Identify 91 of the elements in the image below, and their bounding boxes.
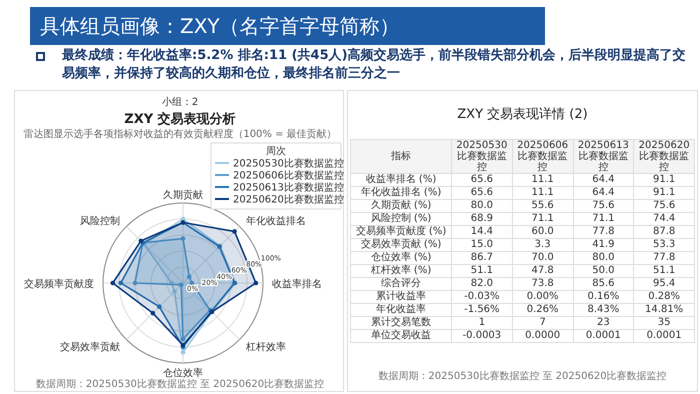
text: 20250530比赛数据监控: [452, 140, 512, 174]
data-label: 11.1: [512, 186, 573, 200]
data-label: 60.0: [512, 226, 573, 238]
category-label: 综合评分: [350, 278, 452, 290]
data-label: 74.4: [634, 212, 694, 226]
category-label: 交易频率贡献度 (%): [350, 226, 452, 238]
data-label: 3.3: [512, 238, 573, 252]
data-label: 47.8: [512, 264, 573, 278]
spoke-label: 年化收益排名: [246, 215, 306, 228]
data-label: 65.6: [452, 186, 512, 200]
data-label: 0.00%: [512, 290, 573, 304]
spoke-label: 交易频率贡献度: [24, 278, 94, 290]
data-label: 75.6: [573, 200, 634, 212]
data-label: 64.4: [573, 186, 634, 200]
category-label: 交易效率贡献 (%): [350, 238, 452, 252]
text: 小组：2: [162, 96, 198, 108]
text: 数据周期：20250530比赛数据监控 至 20250620比赛数据监控: [377, 370, 668, 383]
legend-title: 周次: [266, 146, 286, 157]
data-label: 0.0001: [634, 330, 694, 342]
data-label: 68.9: [452, 212, 512, 226]
category-label: 年化收益排名 (%): [350, 186, 452, 200]
data-label: 0.28%: [634, 290, 694, 304]
data-label: 0.0001: [573, 330, 634, 342]
data-label: 14.4: [452, 226, 512, 238]
data-label: -0.0003: [452, 330, 512, 342]
data-label: 75.6: [634, 200, 694, 212]
data-label: 50.0: [573, 264, 634, 278]
text: ZXY 交易表现详情 (2): [456, 106, 589, 123]
category-label: 风险控制 (%): [350, 212, 452, 226]
data-label: 77.8: [634, 252, 694, 264]
text: 指标: [350, 140, 452, 174]
data-label: 8.43%: [573, 304, 634, 316]
data-label: 41.9: [573, 238, 634, 252]
spoke-label: 久期贡献: [163, 189, 203, 201]
text: 20250613比赛数据监控: [573, 140, 634, 174]
data-label: 51.1: [634, 264, 694, 278]
data-label: 80.0: [573, 252, 634, 264]
legend-label: 20250530比赛数据监控: [233, 158, 344, 170]
text: 20250606比赛数据监控: [512, 140, 573, 174]
category-label: 仓位效率 (%): [350, 252, 452, 264]
data-label: 77.8: [573, 226, 634, 238]
spoke-label: 仓位效率: [163, 367, 203, 379]
category-label: 杠杆效率 (%): [350, 264, 452, 278]
data-label: 85.6: [573, 278, 634, 290]
spoke-label: 杠杆效率: [244, 340, 286, 353]
data-label: 64.4: [573, 174, 634, 186]
category-label: 久期贡献 (%): [350, 200, 452, 212]
data-label: 23: [573, 316, 634, 330]
category-label: 累计收益率: [350, 290, 452, 304]
data-label: 11.1: [512, 174, 573, 186]
text: 最终成绩：年化收益率:5.2% 排名:11 (共45人)高频交易选手，前半段错失部分机会，后半段明显提高了交易频率，并保持了较高的久期和仓位，最终排名前三分之一: [62, 47, 687, 83]
data-label: 91.1: [634, 186, 694, 200]
spoke-label: 交易效率贡献: [60, 340, 120, 353]
data-label: 71.1: [512, 212, 573, 226]
data-label: 80.0: [452, 200, 512, 212]
data-label: 91.1: [634, 174, 694, 186]
data-label: 0.0000: [512, 330, 573, 342]
spoke-label: 风险控制: [80, 215, 120, 228]
data-label: 95.4: [634, 278, 694, 290]
data-label: -0.03%: [452, 290, 512, 304]
data-label: 82.0: [452, 278, 512, 290]
chart-subtitle: 雷达图显示选手各项指标对收益的有效贡献程度（100% = 最佳贡献）: [23, 128, 337, 140]
data-label: -1.56%: [452, 304, 512, 316]
category-label: 累计交易笔数: [350, 316, 452, 330]
data-label: 55.6: [512, 200, 573, 212]
data-label: 7: [512, 316, 573, 330]
legend-label: 20250620比赛数据监控: [233, 194, 344, 206]
chart-title: ZXY 交易表现分析: [124, 111, 236, 127]
data-label: 73.8: [512, 278, 573, 290]
data-label: 86.7: [452, 252, 512, 264]
text: 20250620比赛数据监控: [634, 140, 694, 174]
data-label: 14.81%: [634, 304, 694, 316]
data-label: 15.0: [452, 238, 512, 252]
category-label: 单位交易收益: [350, 330, 452, 342]
legend-label: 20250613比赛数据监控: [233, 182, 344, 194]
legend-label: 20250606比赛数据监控: [233, 170, 344, 182]
data-label: 65.6: [452, 174, 512, 186]
data-label: 53.3: [634, 238, 694, 252]
data-label: 1: [452, 316, 512, 330]
category-label: 收益率排名 (%): [350, 174, 452, 186]
data-label: 71.1: [573, 212, 634, 226]
data-label: 87.8: [634, 226, 694, 238]
data-label: 51.1: [452, 264, 512, 278]
text: 具体组员画像：ZXY（名字首字母简称）: [30, 7, 545, 45]
data-label: 0.26%: [512, 304, 573, 316]
category-label: 年化收益率: [350, 304, 452, 316]
data-label: 70.0: [512, 252, 573, 264]
data-label: 0.16%: [573, 290, 634, 304]
text: 数据周期：20250530比赛数据监控 至 20250620比赛数据监控: [36, 378, 324, 390]
data-label: 35: [634, 316, 694, 330]
spoke-label: 收益率排名: [272, 278, 322, 290]
